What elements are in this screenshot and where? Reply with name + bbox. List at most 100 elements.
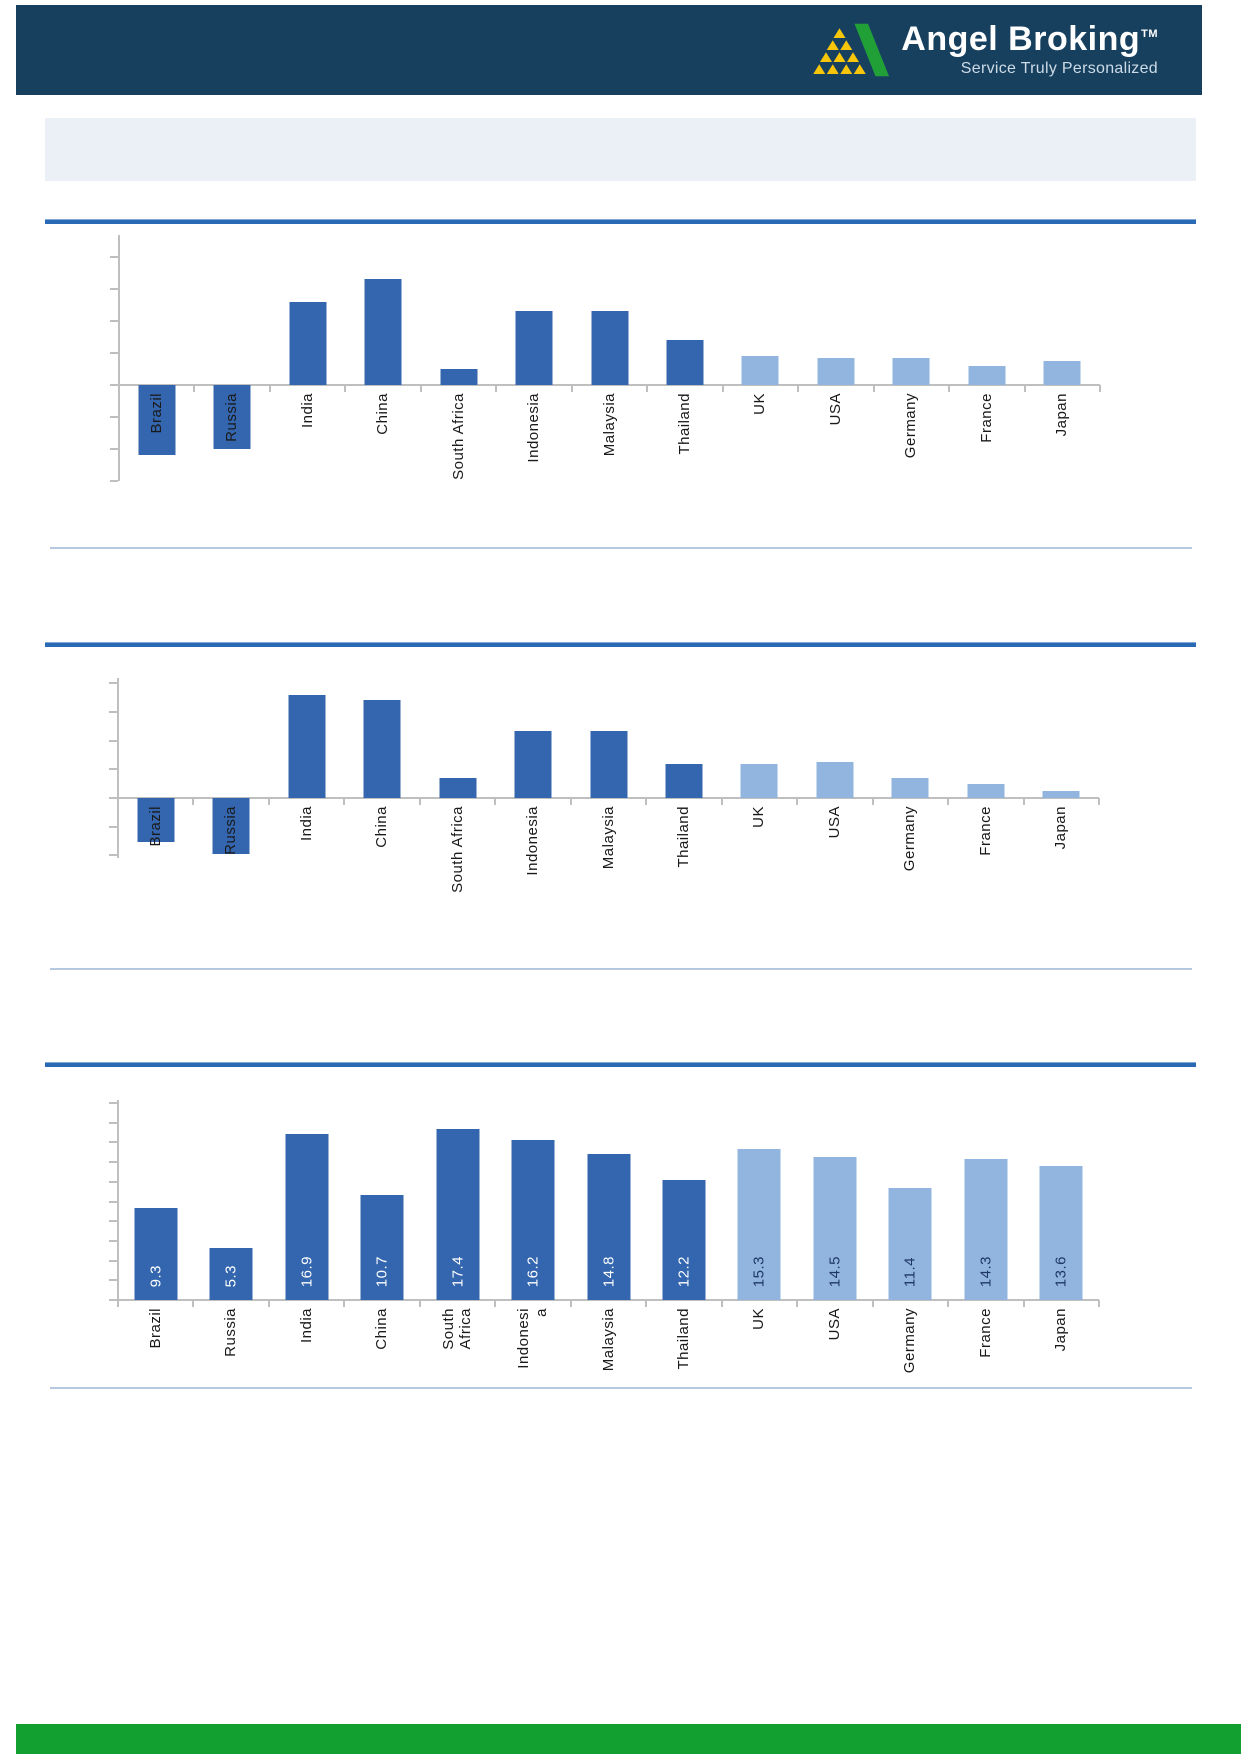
category-label: Russia [223,393,241,442]
bar-japan [1043,361,1081,385]
y-axis-tick [109,825,117,828]
y-axis-tick [109,739,117,742]
category-label-text: a [532,1308,550,1317]
bar-china [360,1194,404,1300]
bar-france [964,1159,1008,1300]
bar-usa [813,1157,857,1300]
y-axis-tick [109,682,117,685]
category-cell: Brazil 9.3 [118,1100,193,1349]
bar-south-africa [439,777,477,798]
brand-tagline: Service Truly Personalized [960,60,1158,78]
y-axis-tick [109,1259,117,1262]
category-cell: UK [723,235,798,481]
y-axis-tick [109,797,117,799]
x-axis-tick [721,385,724,392]
category-cell: China [345,235,420,481]
y-axis-tick [109,1279,117,1282]
y-axis-tick [109,1141,117,1144]
bar-uk [740,763,778,798]
category-cell: Russia 5.3 [193,1100,268,1357]
bar-value-text: 12.2 [675,1255,693,1287]
x-axis-tick [419,385,422,392]
section-rule-1 [45,219,1196,224]
category-label: USA [827,393,845,425]
x-axis-tick [193,385,196,392]
category-label-text: Brazil [146,1308,164,1349]
x-axis-tick [117,1300,119,1307]
bar-brazil [137,798,175,843]
bar-germany [891,777,929,798]
category-label: India [297,1308,315,1343]
bar-china [364,279,402,385]
category-label-text: South Africa [449,393,467,480]
category-label: UK [750,806,768,828]
x-axis-tick [569,1300,572,1307]
category-cell: Germany 11.4 [873,1100,948,1373]
x-axis-tick [947,1300,950,1307]
x-axis-tick [494,1300,497,1307]
bar-china [363,700,401,798]
plot-area: Brazil Russia India China South Africa Indone… [118,235,1101,481]
category-label: Malaysia [600,393,618,456]
x-axis-tick [495,385,498,392]
category-cell: USA [797,678,872,858]
y-axis-tick [109,1102,117,1104]
x-axis-tick [267,798,270,805]
y-axis-tick [109,1180,117,1183]
bar-south-africa [440,369,478,385]
bar-germany [892,357,930,385]
y-axis-tick [109,1121,117,1124]
y-axis-tick [110,320,118,322]
bar-thailand [666,340,704,385]
category-label: UK [750,1308,768,1330]
y-axis-tick [109,1239,117,1242]
category-cell: Indonesi a 16.2 [495,1100,570,1369]
x-axis-tick [118,385,120,392]
y-axis-tick [109,1200,117,1203]
angel-broking-logo-icon [813,23,890,77]
category-label-text: France [976,1308,994,1358]
y-axis-tick [109,1161,117,1164]
category-cell: China 10.7 [344,1100,419,1350]
category-label-text: Germany [902,393,920,459]
bar-japan [1042,790,1080,798]
plot-area: Brazil Russia India China South Africa Indone… [117,678,1100,893]
category-label-text: Thailand [674,806,692,868]
bar-germany [888,1187,932,1300]
brand-name: Angel BrokingTM [901,19,1158,58]
bar-malaysia [590,730,628,798]
separator-line-2 [50,968,1192,970]
bar-value-label: 5.3 [223,1265,240,1292]
bar-malaysia [591,311,629,385]
x-axis [117,797,1099,799]
category-label: Indonesia [524,806,542,876]
bar-value-text: 14.5 [826,1255,844,1287]
x-axis-tick [796,1300,799,1307]
bar-uk [737,1149,781,1300]
category-label: India [297,806,315,842]
category-label-text: Japan [1052,806,1070,850]
section-rule-2 [45,642,1196,647]
plot-area: Brazil 9.3 Russia 5.3 India 16.9 China 10.7 Sout… [117,1100,1100,1373]
x-axis-tick [871,1300,874,1307]
category-cell: Japan [1024,678,1099,858]
bar-value-label: 13.6 [1053,1256,1070,1292]
category-cell: Indonesia [495,678,570,876]
bar-france [967,783,1005,798]
x-axis-tick [117,798,119,805]
x-axis-tick [1022,1300,1025,1307]
bar-value-text: 16.2 [524,1255,542,1287]
x-axis-tick [343,1300,346,1307]
bar-india [288,694,326,798]
category-label-text: India [297,806,315,842]
bar-value-label: 10.7 [374,1256,391,1292]
category-label: Malaysia [599,1308,617,1371]
category-cell: Brazil [118,678,193,858]
x-axis-tick [570,385,573,392]
brand-lockup: Angel BrokingTM Service Truly Personaliz… [811,17,1158,83]
category-label-text: Malaysia [599,806,617,870]
y-axis-tick [109,1299,117,1301]
separator-line-3 [50,1387,1192,1389]
category-cell: Thailand [646,678,721,868]
bar-value-text: 14.3 [977,1255,995,1287]
